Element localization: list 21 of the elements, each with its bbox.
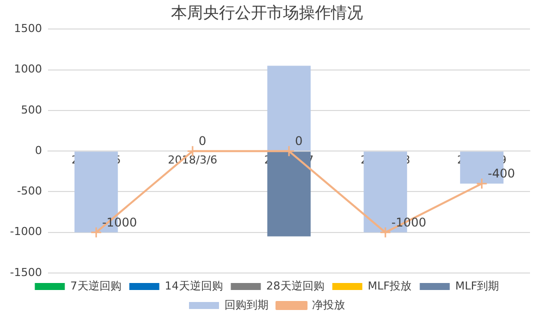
data-label: -400	[488, 166, 516, 181]
y-tick-label: 500	[20, 103, 42, 116]
legend-label: 回购到期	[224, 298, 268, 312]
legend-label: 净投放	[312, 298, 345, 312]
chart-title: 本周央行公开市场操作情况	[171, 2, 363, 22]
y-tick-label: 1000	[14, 62, 42, 76]
y-tick-label: -500	[16, 184, 42, 198]
legend-label: 7天逆回购	[70, 279, 122, 292]
legend-label: 28天逆回购	[266, 279, 324, 292]
y-tick-label: 0	[34, 144, 42, 157]
legend-label: MLF到期	[455, 279, 500, 292]
point	[90, 226, 102, 238]
legend-label: 14天逆回购	[164, 279, 223, 292]
y-tick-label: 1500	[14, 22, 42, 36]
data-label: 0	[198, 134, 206, 148]
legend-label: MLF投放	[368, 279, 412, 292]
y-tick-label: -1500	[10, 266, 42, 279]
data-label: 0	[294, 134, 303, 148]
point	[380, 226, 392, 238]
y-tick-label: -1000	[10, 225, 42, 238]
point	[476, 178, 488, 190]
